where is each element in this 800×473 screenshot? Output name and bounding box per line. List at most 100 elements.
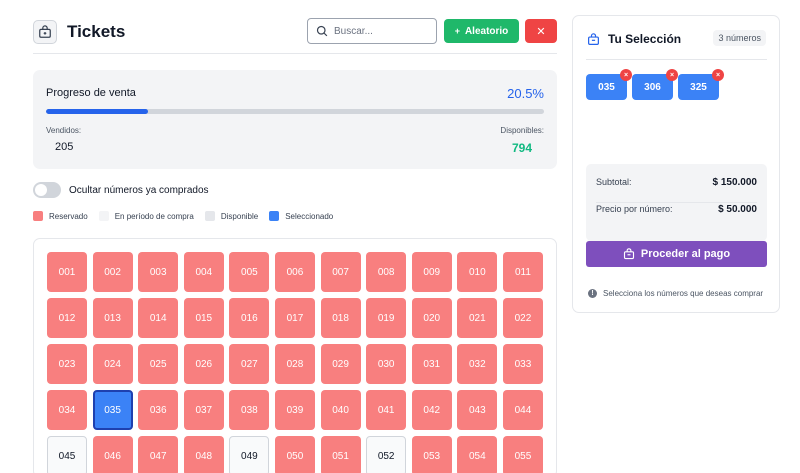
ticket-053: 053 — [411, 436, 452, 473]
selected-chip-306[interactable]: 306 × — [632, 69, 678, 100]
ticket-030: 030 — [366, 344, 407, 384]
bag-icon — [623, 248, 634, 260]
legend-swatch — [269, 211, 280, 221]
sold-label: Vendidos: — [46, 126, 82, 135]
search-box[interactable] — [307, 18, 437, 44]
ticket-028: 028 — [274, 344, 315, 384]
selection-hint: ! Selecciona los números que deseas comp… — [588, 289, 763, 298]
legend-swatch — [33, 211, 43, 221]
ticket-046: 046 — [92, 436, 133, 473]
ticket-022: 022 — [502, 298, 543, 338]
ticket-005: 005 — [229, 252, 270, 292]
progress-percent: 20.5% — [507, 86, 544, 101]
ticket-018: 018 — [320, 298, 361, 338]
info-icon: ! — [588, 289, 597, 298]
hide-purchased-toggle[interactable] — [33, 182, 61, 198]
ticket-004: 004 — [183, 252, 224, 292]
subtotal-value: $ 150.000 — [712, 177, 758, 188]
clear-selection-button[interactable]: ✕ — [525, 19, 557, 43]
ticket-037: 037 — [183, 390, 224, 430]
ticket-026: 026 — [183, 344, 224, 384]
sold-value: 205 — [55, 141, 74, 153]
ticket-024: 024 — [92, 344, 133, 384]
legend-label: En período de compra — [114, 211, 194, 221]
progress-bar-fill — [46, 109, 149, 114]
ticket-025: 025 — [138, 344, 179, 384]
ticket-042: 042 — [411, 390, 452, 430]
remove-chip-icon[interactable]: × — [712, 69, 724, 81]
ticket-grid: 001 002 003 004 005 006 007 008 009 010 011 012 013 0… — [47, 252, 543, 473]
ticket-034: 034 — [47, 390, 87, 430]
ticket-grid-card: 001 002 003 004 005 006 007 008 009 010 011 012 013 0… — [33, 238, 557, 473]
legend-swatch — [98, 211, 109, 221]
ticket-002: 002 — [92, 252, 133, 292]
proceed-to-payment-button[interactable]: Proceder al pago — [586, 241, 767, 267]
legend-label: Disponible — [220, 211, 259, 221]
ticket-015: 015 — [183, 298, 224, 338]
search-icon — [316, 25, 328, 37]
legend-label: Seleccionado — [285, 211, 334, 221]
ticket-036: 036 — [138, 390, 179, 430]
selected-chip-label: 035 — [598, 81, 615, 93]
price-per-number-label: Precio por número: — [596, 204, 673, 214]
ticket-014: 014 — [138, 298, 179, 338]
ticket-020: 020 — [411, 298, 452, 338]
ticket-007: 007 — [320, 252, 361, 292]
progress-bar — [46, 109, 544, 114]
bag-icon — [588, 33, 599, 45]
progress-label: Progreso de venta — [46, 87, 136, 99]
status-legend: Reservado En período de compra Disponible S… — [33, 211, 344, 221]
ticket-013: 013 — [92, 298, 133, 338]
divider — [596, 202, 757, 203]
ticket-001: 001 — [47, 252, 87, 292]
search-input[interactable] — [334, 25, 430, 37]
ticket-039: 039 — [274, 390, 315, 430]
ticket-050: 050 — [274, 436, 315, 473]
legend-item-available: Disponible — [204, 211, 259, 221]
selected-chips: 035 × 306 × 325 × — [586, 69, 724, 100]
available-label: Disponibles: — [500, 126, 544, 135]
ticket-054: 054 — [457, 436, 498, 473]
ticket-029: 029 — [320, 344, 361, 384]
ticket-bag-icon — [33, 20, 57, 44]
ticket-023: 023 — [47, 344, 87, 384]
divider — [586, 59, 767, 60]
ticket-016: 016 — [229, 298, 270, 338]
legend-item-reserved: Reservado — [33, 211, 88, 221]
ticket-011: 011 — [502, 252, 543, 292]
ticket-047: 047 — [138, 436, 179, 473]
ticket-017: 017 — [274, 298, 315, 338]
toggle-knob — [35, 184, 47, 196]
ticket-048: 048 — [183, 436, 224, 473]
ticket-045[interactable]: 045 — [47, 436, 87, 473]
selection-panel: Tu Selección 3 números 035 × 306 × 325 × Subt… — [572, 15, 780, 313]
random-button[interactable]: + Aleatorio — [444, 19, 519, 43]
selected-chip-325[interactable]: 325 × — [678, 69, 724, 100]
ticket-035[interactable]: 035 — [92, 390, 133, 430]
selection-title: Tu Selección — [608, 32, 682, 46]
selection-header: Tu Selección 3 números — [573, 16, 779, 60]
ticket-044: 044 — [502, 390, 543, 430]
sales-progress-card: Progreso de venta 20.5% Vendidos: 205 Di… — [33, 70, 557, 169]
ticket-049[interactable]: 049 — [229, 436, 270, 473]
page-title: Tickets — [67, 22, 126, 41]
price-per-number-value: $ 50.000 — [718, 204, 757, 215]
ticket-033: 033 — [502, 344, 543, 384]
order-summary: Subtotal: $ 150.000 Precio por número: $… — [586, 164, 767, 241]
remove-chip-icon[interactable]: × — [620, 69, 632, 81]
subtotal-label: Subtotal: — [596, 177, 632, 187]
plus-icon: + — [454, 26, 460, 36]
available-value: 794 — [511, 141, 532, 155]
legend-label: Reservado — [49, 211, 88, 221]
selection-hint-text: Selecciona los números que deseas compra… — [603, 289, 764, 298]
remove-chip-icon[interactable]: × — [666, 69, 678, 81]
ticket-008: 008 — [366, 252, 407, 292]
ticket-041: 041 — [366, 390, 407, 430]
ticket-010: 010 — [457, 252, 498, 292]
ticket-052[interactable]: 052 — [366, 436, 407, 473]
selected-chip-035[interactable]: 035 × — [586, 69, 632, 100]
ticket-040: 040 — [320, 390, 361, 430]
ticket-038: 038 — [229, 390, 270, 430]
selection-count-badge: 3 números — [713, 30, 766, 46]
ticket-055: 055 — [502, 436, 543, 473]
